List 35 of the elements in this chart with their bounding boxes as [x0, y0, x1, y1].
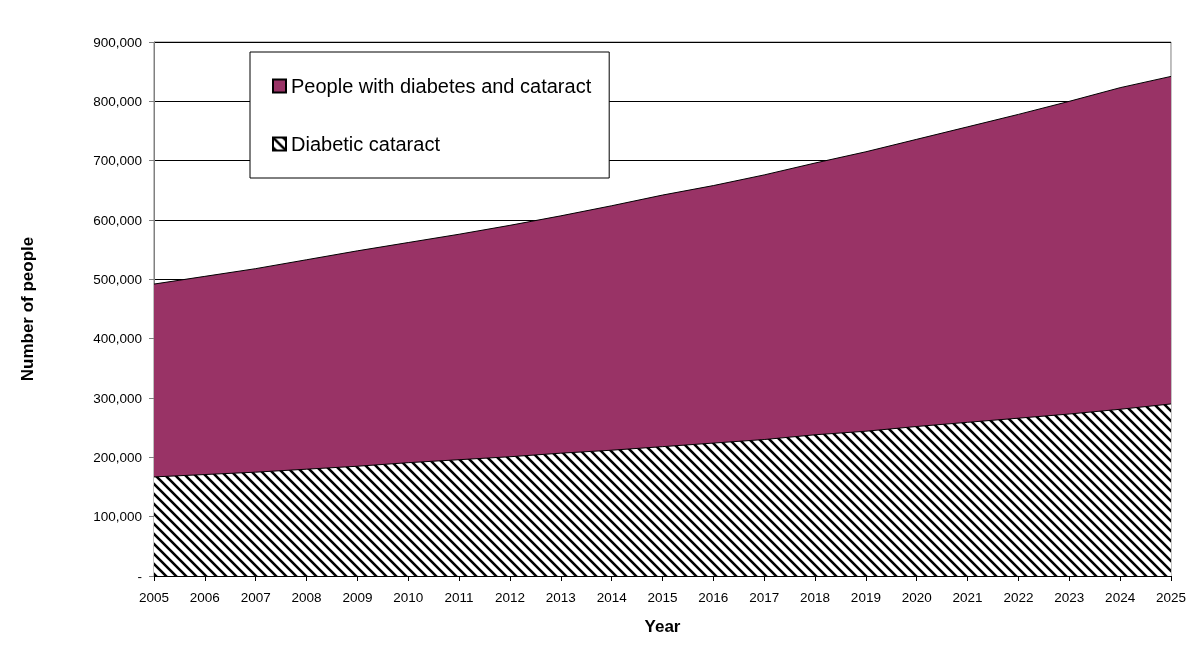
x-tick-label: 2019 — [850, 589, 881, 605]
x-tick-label: 2018 — [800, 589, 831, 605]
y-tick-label: 200,000 — [93, 449, 142, 465]
x-tick-label: 2007 — [240, 589, 271, 605]
x-axis-title: Year — [644, 617, 681, 636]
x-tick-label: 2011 — [444, 589, 474, 605]
x-tick-label: 2024 — [1105, 589, 1136, 605]
y-tick-label: 900,000 — [93, 34, 142, 50]
y-tick-label: 500,000 — [93, 271, 142, 287]
x-tick-label: 2021 — [952, 589, 983, 605]
x-tick-label: 2022 — [1003, 589, 1034, 605]
x-tick-label: 2025 — [1155, 589, 1187, 605]
x-tick-label: 2008 — [291, 589, 322, 605]
legend-label: People with diabetes and cataract — [291, 75, 592, 97]
x-tick-label: 2017 — [749, 589, 780, 605]
x-tick-label: 2014 — [596, 589, 628, 605]
x-tick-label: 2016 — [698, 589, 729, 605]
x-tick-label: 2006 — [189, 589, 220, 605]
x-tick-label: 2023 — [1054, 589, 1085, 605]
x-tick-label: 2005 — [138, 589, 170, 605]
legend-label: Diabetic cataract — [291, 133, 441, 155]
x-tick-label: 2012 — [494, 589, 525, 605]
x-tick-label: 2010 — [393, 589, 424, 605]
y-tick-label: 300,000 — [93, 390, 142, 406]
x-tick-label: 2013 — [545, 589, 576, 605]
y-tick-label: - — [137, 568, 142, 584]
x-tick-label: 2009 — [342, 589, 373, 605]
y-tick-label: 400,000 — [93, 331, 142, 347]
x-tick-label: 2015 — [647, 589, 678, 605]
x-tick-label: 2020 — [901, 589, 932, 605]
y-tick-label: 700,000 — [93, 153, 142, 169]
y-tick-label: 800,000 — [93, 93, 142, 109]
y-axis-title: Number of people — [18, 236, 37, 382]
y-tick-label: 600,000 — [93, 212, 142, 228]
y-tick-label: 100,000 — [93, 509, 142, 525]
